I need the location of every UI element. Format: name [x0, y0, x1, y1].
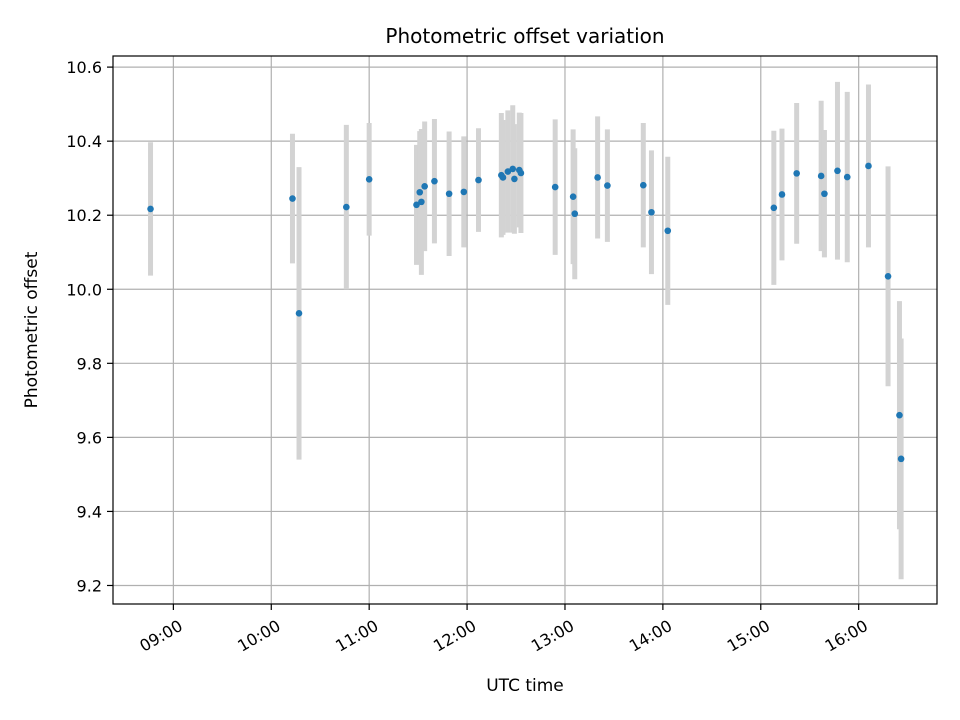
- data-point: [418, 198, 425, 206]
- y-tick-label: 9.4: [77, 502, 102, 521]
- data-point: [843, 173, 851, 181]
- y-tick-label: 10.4: [66, 132, 102, 151]
- data-point: [821, 190, 828, 198]
- plot-frame: [112, 55, 938, 605]
- data-point: [664, 227, 672, 235]
- data-point: [517, 169, 525, 177]
- y-axis-label: Photometric offset: [22, 251, 42, 408]
- y-tick-label: 9.2: [77, 576, 102, 595]
- data-point: [289, 195, 296, 202]
- data-point: [648, 208, 655, 216]
- data-point: [571, 210, 579, 218]
- data-point: [793, 170, 800, 177]
- y-tick-label: 10.0: [66, 280, 102, 299]
- data-point: [778, 191, 786, 198]
- data-point: [460, 188, 468, 196]
- data-point: [594, 174, 601, 181]
- y-tick-label: 10.6: [66, 58, 102, 77]
- grid-layer: [113, 56, 937, 604]
- point-layer: [147, 162, 905, 463]
- data-point: [445, 190, 453, 198]
- data-point: [770, 204, 778, 212]
- data-point: [416, 188, 424, 196]
- data-point: [834, 167, 841, 175]
- data-point: [365, 176, 373, 183]
- y-axis: 9.2 9.4 9.6 9.8 10.0 10.2 10.4 10.6: [66, 58, 113, 595]
- data-point: [475, 176, 482, 184]
- data-point: [569, 193, 577, 201]
- y-tick-label: 9.6: [77, 428, 102, 447]
- data-point: [421, 183, 428, 190]
- data-point: [509, 165, 517, 173]
- data-point: [897, 455, 905, 463]
- y-tick-label: 10.2: [66, 206, 102, 225]
- x-axis-label: UTC time: [486, 676, 564, 696]
- data-point: [865, 162, 872, 170]
- data-point: [431, 177, 438, 185]
- chart-title: Photometric offset variation: [385, 24, 664, 48]
- y-tick-label: 9.8: [77, 354, 102, 373]
- data-point: [551, 183, 559, 191]
- data-point: [896, 411, 903, 419]
- data-point: [499, 174, 507, 181]
- data-point: [817, 172, 825, 180]
- data-point: [884, 273, 892, 280]
- data-point: [147, 205, 154, 213]
- data-point: [504, 168, 512, 175]
- data-point: [511, 175, 518, 183]
- data-point: [639, 181, 647, 189]
- data-point: [413, 201, 420, 209]
- data-point: [295, 310, 303, 317]
- data-point: [343, 203, 350, 211]
- data-point: [604, 182, 611, 189]
